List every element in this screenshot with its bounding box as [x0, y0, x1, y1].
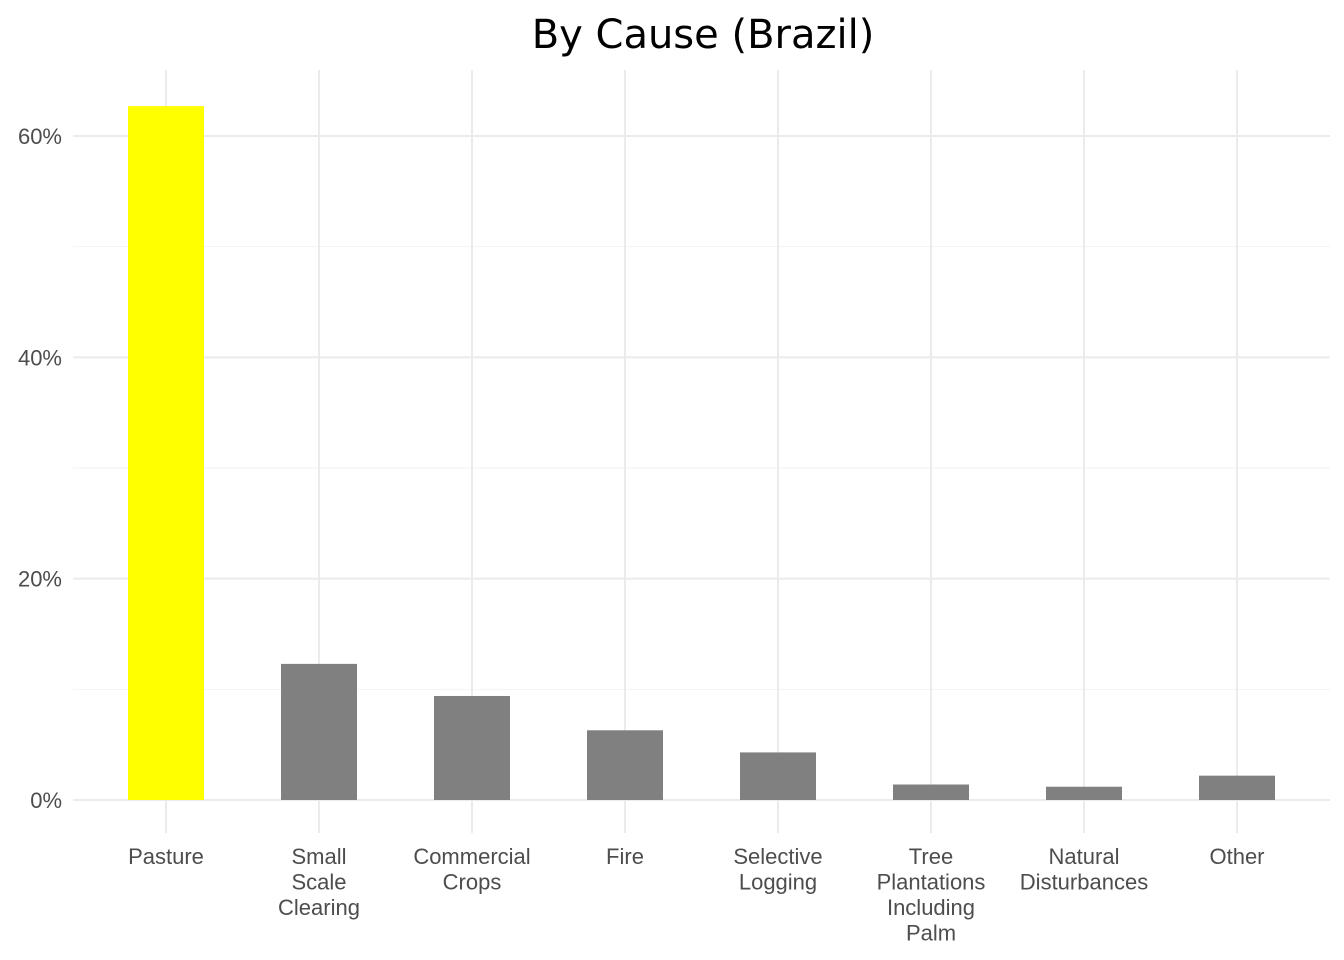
- bar-fire: [587, 730, 663, 800]
- x-tick-label-line: Pasture: [128, 844, 204, 869]
- y-tick-label: 0%: [30, 788, 62, 813]
- bar-pasture: [128, 106, 204, 801]
- x-tick-label: Small Scale Clearing: [278, 844, 360, 920]
- y-tick-label: 60%: [18, 124, 62, 149]
- x-tick-label: Selective Logging: [733, 844, 822, 895]
- x-tick-label: Natural Disturbances: [1020, 844, 1148, 895]
- x-tick-label-line: Palm: [906, 921, 956, 946]
- bars: [128, 106, 1275, 801]
- bar-natural-disturbances: [1046, 786, 1122, 800]
- chart-title: By Cause (Brazil): [532, 12, 875, 58]
- x-tick-label-line: Logging: [739, 870, 817, 895]
- bar-commercial-crops: [434, 695, 510, 800]
- x-tick-label-line: Plantations: [877, 870, 986, 895]
- x-tick-label-line: Natural: [1049, 844, 1120, 869]
- bar-other: [1199, 775, 1275, 800]
- x-tick-label: Fire: [606, 844, 644, 869]
- x-tick-label-line: Fire: [606, 844, 644, 869]
- x-tick-label: Commercial Crops: [413, 844, 530, 895]
- x-tick-label-line: Including: [887, 895, 975, 920]
- bar-selective-logging: [740, 752, 816, 800]
- x-axis-ticks: Pasture Small Scale Clearing Commercial Crops…: [128, 844, 1264, 946]
- x-tick-label: Tree Plantations Including Palm: [877, 844, 986, 946]
- x-tick-label-line: Other: [1209, 844, 1264, 869]
- y-axis-ticks: 0% 20% 40% 60%: [18, 124, 62, 813]
- x-tick-label-line: Scale: [291, 870, 346, 895]
- x-tick-label-line: Small: [291, 844, 346, 869]
- x-tick-label: Pasture: [128, 844, 204, 869]
- x-tick-label-line: Selective: [733, 844, 822, 869]
- y-tick-label: 20%: [18, 567, 62, 592]
- x-tick-label: Other: [1209, 844, 1264, 869]
- y-tick-label: 40%: [18, 345, 62, 370]
- bar-tree-plantations-including-palm: [893, 784, 969, 800]
- x-tick-label-line: Tree: [909, 844, 953, 869]
- x-tick-label-line: Disturbances: [1020, 870, 1148, 895]
- x-tick-label-line: Commercial: [413, 844, 530, 869]
- bar-small-scale-clearing: [281, 663, 357, 800]
- grid: [73, 70, 1330, 833]
- x-tick-label-line: Crops: [443, 870, 502, 895]
- x-tick-label-line: Clearing: [278, 895, 360, 920]
